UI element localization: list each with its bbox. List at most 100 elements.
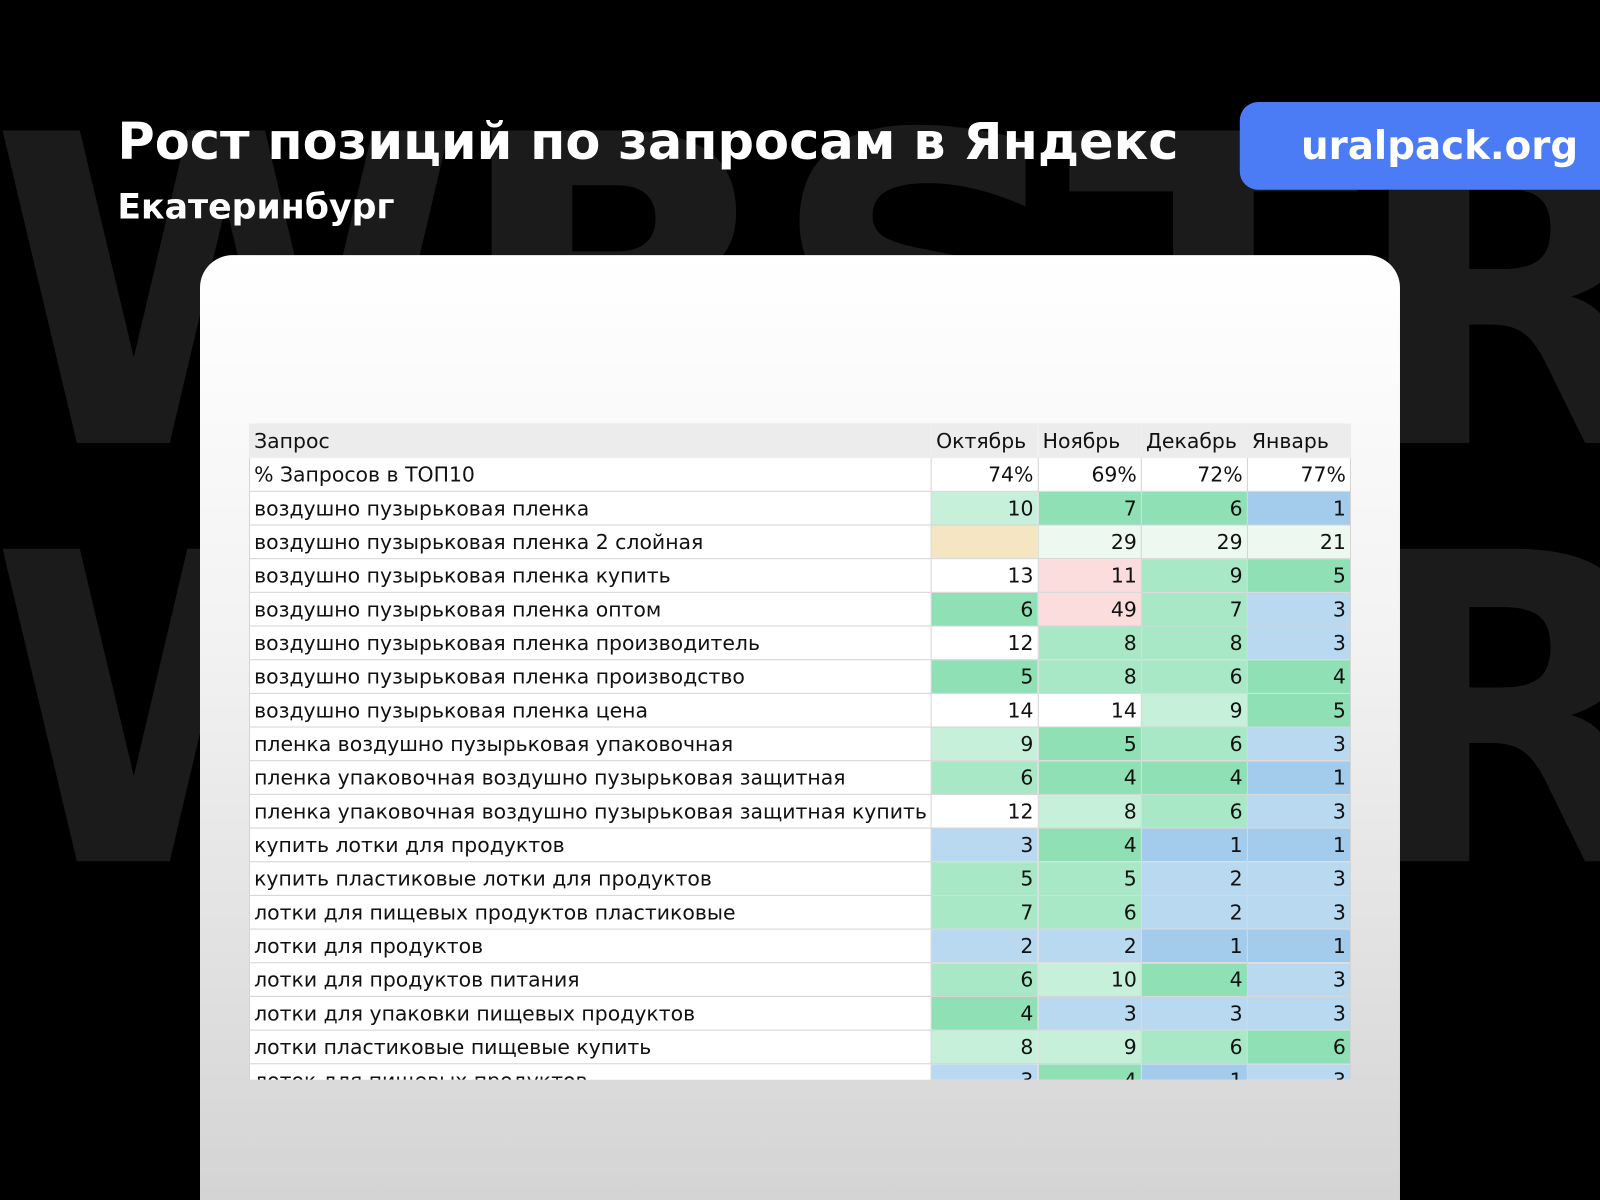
- column-header: Ноябрь: [1037, 423, 1142, 459]
- position-cell: 4: [930, 995, 1039, 1031]
- position-cell: 6: [930, 591, 1039, 627]
- position-cell: 2: [930, 928, 1039, 964]
- position-cell: 2: [1037, 928, 1142, 964]
- position-cell: 4: [1037, 827, 1142, 863]
- position-cell: 10: [1037, 962, 1142, 997]
- position-cell: 11: [1037, 558, 1142, 593]
- position-cell: 7: [1037, 490, 1142, 526]
- summary-row: % Запросов в ТОП10 74% 69% 72% 77%: [248, 457, 1352, 492]
- position-cell: 3: [1246, 591, 1352, 627]
- position-cell: 3: [1246, 726, 1352, 762]
- query-cell: воздушно пузырьковая пленка оптом: [248, 591, 933, 627]
- position-cell: 7: [1140, 591, 1248, 627]
- query-cell: пленка упаковочная воздушно пузырьковая …: [248, 793, 933, 829]
- summary-value: 69%: [1037, 457, 1142, 492]
- column-header: Октябрь: [930, 423, 1039, 459]
- query-cell: лоток для пищевых продуктов: [248, 1063, 933, 1080]
- page-title: Рост позиций по запросам в Яндекс: [117, 112, 1179, 172]
- position-cell: 4: [1140, 962, 1248, 997]
- position-cell: 6: [1140, 1029, 1248, 1065]
- position-cell: 3: [1246, 625, 1352, 661]
- table-row: купить лотки для продуктов 3 4 1 1: [248, 827, 1352, 863]
- table-row: лотки для пищевых продуктов пластиковые 7…: [248, 894, 1352, 930]
- position-cell: 3: [1140, 995, 1248, 1031]
- table-row: лотки для упаковки пищевых продуктов 4 3 3 3: [248, 995, 1352, 1031]
- table-row: купить пластиковые лотки для продуктов 5 5…: [248, 861, 1352, 896]
- site-link-button[interactable]: uralpack.org: [1239, 102, 1600, 190]
- table-row: воздушно пузырьковая пленка оптом 6 49 7 3: [248, 591, 1352, 627]
- position-cell: 10: [930, 490, 1039, 526]
- position-cell: 5: [1246, 692, 1352, 728]
- column-header: Январь: [1246, 423, 1352, 459]
- position-cell: 8: [1037, 625, 1142, 661]
- position-cell: 49: [1037, 591, 1142, 627]
- position-cell: 1: [1246, 760, 1352, 795]
- query-cell: купить пластиковые лотки для продуктов: [248, 861, 933, 896]
- column-header: Запрос: [248, 423, 933, 459]
- position-cell: 4: [1037, 1063, 1142, 1080]
- position-cell: 3: [930, 1063, 1039, 1080]
- position-cell: 5: [930, 659, 1039, 694]
- table-row: воздушно пузырьковая пленка 10 7 6 1: [248, 490, 1352, 526]
- position-cell: 6: [1140, 726, 1248, 762]
- column-header: Декабрь: [1140, 423, 1248, 459]
- positions-table: Запрос Октябрь Ноябрь Декабрь Январь % Запро…: [248, 423, 1352, 1080]
- query-cell: воздушно пузырьковая пленка цена: [248, 692, 933, 728]
- position-cell: 29: [1037, 524, 1142, 560]
- table-row: пленка упаковочная воздушно пузырьковая …: [248, 760, 1352, 795]
- query-cell: пленка упаковочная воздушно пузырьковая …: [248, 760, 933, 795]
- position-cell: 6: [1246, 1029, 1352, 1065]
- position-cell: 14: [930, 692, 1039, 728]
- summary-value: 77%: [1246, 457, 1352, 492]
- position-cell: 3: [1246, 793, 1352, 829]
- table-row: лоток для пищевых продуктов3413: [248, 1063, 1352, 1080]
- position-cell: 9: [1140, 558, 1248, 593]
- query-cell: воздушно пузырьковая пленка производство: [248, 659, 933, 694]
- position-cell: 6: [1037, 894, 1142, 930]
- table-row: воздушно пузырьковая пленка купить 13 11 9 5: [248, 558, 1352, 593]
- position-cell: 4: [1037, 760, 1142, 795]
- position-cell: 29: [1140, 524, 1248, 560]
- position-cell: 5: [1037, 861, 1142, 896]
- table-row: воздушно пузырьковая пленка 2 слойная 29 2…: [248, 524, 1352, 560]
- position-cell: 21: [1246, 524, 1352, 560]
- query-cell: купить лотки для продуктов: [248, 827, 933, 863]
- position-cell: 1: [1246, 827, 1352, 863]
- query-cell: лотки для продуктов питания: [248, 962, 933, 997]
- position-cell: 7: [930, 894, 1039, 930]
- table-row: лотки для продуктов питания 6 10 4 3: [248, 962, 1352, 997]
- position-cell: 8: [930, 1029, 1039, 1065]
- position-cell: 2: [1140, 861, 1248, 896]
- table-header-row: Запрос Октябрь Ноябрь Декабрь Январь: [248, 423, 1352, 459]
- query-cell: пленка воздушно пузырьковая упаковочная: [248, 726, 933, 762]
- table-row: воздушно пузырьковая пленка цена 14 14 9 5: [248, 692, 1352, 728]
- position-cell: 12: [930, 625, 1039, 661]
- position-cell: 3: [930, 827, 1039, 863]
- position-cell: 5: [930, 861, 1039, 896]
- position-cell: 3: [1246, 962, 1352, 997]
- position-cell: 4: [1246, 659, 1352, 694]
- position-cell: 9: [1037, 1029, 1142, 1065]
- table-row: воздушно пузырьковая пленка производство…: [248, 659, 1352, 694]
- table-row: воздушно пузырьковая пленка производител…: [248, 625, 1352, 661]
- position-cell: 1: [1140, 1063, 1248, 1080]
- table-row: пленка упаковочная воздушно пузырьковая …: [248, 793, 1352, 829]
- query-cell: воздушно пузырьковая пленка 2 слойная: [248, 524, 933, 560]
- position-cell: 6: [1140, 490, 1248, 526]
- position-cell: 4: [1140, 760, 1248, 795]
- position-cell: 3: [1246, 894, 1352, 930]
- position-cell: 8: [1037, 659, 1142, 694]
- query-cell: лотки для продуктов: [248, 928, 933, 964]
- position-cell: 3: [1246, 995, 1352, 1031]
- position-cell: 9: [1140, 692, 1248, 728]
- position-cell: 1: [1140, 928, 1248, 964]
- position-cell: 6: [930, 760, 1039, 795]
- position-cell: 2: [1140, 894, 1248, 930]
- position-cell: 6: [930, 962, 1039, 997]
- query-cell: лотки для упаковки пищевых продуктов: [248, 995, 933, 1031]
- summary-value: 72%: [1140, 457, 1248, 492]
- position-cell: 14: [1037, 692, 1142, 728]
- position-cell: [930, 524, 1039, 560]
- query-cell: лотки пластиковые пищевые купить: [248, 1029, 933, 1065]
- table-row: пленка воздушно пузырьковая упаковочная 9…: [248, 726, 1352, 762]
